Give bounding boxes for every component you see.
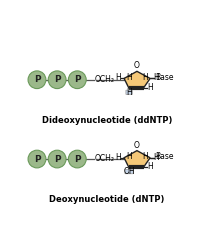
Text: Base: Base bbox=[155, 73, 174, 82]
Text: P: P bbox=[74, 75, 81, 84]
Text: Dideoxynucleotide (ddNTP): Dideoxynucleotide (ddNTP) bbox=[42, 116, 172, 125]
Text: O: O bbox=[134, 61, 140, 70]
FancyBboxPatch shape bbox=[126, 90, 132, 94]
Text: Base: Base bbox=[155, 153, 174, 161]
Text: H: H bbox=[153, 153, 159, 162]
Text: H: H bbox=[147, 162, 153, 171]
Circle shape bbox=[28, 71, 46, 89]
Text: H: H bbox=[142, 153, 148, 161]
Text: H: H bbox=[126, 153, 132, 161]
Polygon shape bbox=[124, 151, 150, 167]
Text: H: H bbox=[115, 73, 121, 82]
Text: Deoxynucleotide (dNTP): Deoxynucleotide (dNTP) bbox=[49, 195, 165, 204]
Text: OCH₂: OCH₂ bbox=[94, 154, 114, 163]
Text: P: P bbox=[34, 154, 40, 164]
Text: H: H bbox=[126, 88, 132, 97]
Text: H: H bbox=[153, 73, 159, 82]
Text: P: P bbox=[54, 154, 60, 164]
Text: OCH₂: OCH₂ bbox=[94, 75, 114, 84]
Circle shape bbox=[28, 150, 46, 168]
Text: H: H bbox=[126, 73, 132, 82]
Text: H: H bbox=[115, 153, 121, 162]
Text: H: H bbox=[142, 73, 148, 82]
Circle shape bbox=[68, 71, 86, 89]
Polygon shape bbox=[124, 71, 150, 88]
FancyBboxPatch shape bbox=[125, 169, 133, 174]
Circle shape bbox=[48, 150, 66, 168]
Text: P: P bbox=[34, 75, 40, 84]
Text: H: H bbox=[147, 83, 153, 92]
Text: O: O bbox=[134, 141, 140, 150]
Circle shape bbox=[68, 150, 86, 168]
Text: P: P bbox=[74, 154, 81, 164]
Circle shape bbox=[48, 71, 66, 89]
Text: P: P bbox=[54, 75, 60, 84]
Text: OH: OH bbox=[123, 167, 135, 176]
